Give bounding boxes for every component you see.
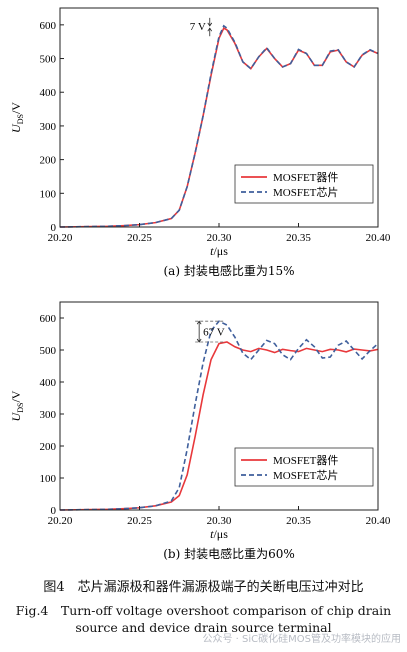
- y-tick-label: 300: [40, 409, 57, 421]
- y-tick-label: 200: [40, 441, 57, 453]
- y-axis-label: UDS/V: [9, 102, 25, 133]
- legend-box: [234, 164, 374, 204]
- figure-caption-en-line2: source and device drain source terminal: [75, 620, 332, 635]
- legend-label-2: MOSFET芯片: [273, 468, 338, 482]
- overshoot-annotation: 67 V: [203, 327, 225, 339]
- legend-label-1: MOSFET器件: [273, 171, 338, 184]
- y-tick-label: 100: [40, 188, 57, 200]
- x-tick-label: 20.35: [286, 232, 311, 244]
- y-tick-label: 500: [40, 345, 57, 357]
- y-tick-label: 500: [40, 54, 57, 66]
- y-axis-label: UDS/V: [9, 390, 25, 421]
- series-line-1: [59, 341, 379, 511]
- legend-label-2: MOSFET芯片: [273, 185, 338, 199]
- x-tick-label: 20.30: [207, 232, 232, 244]
- figure-caption-cn: 图4 芯片漏源极和器件漏源极端子的关断电压过冲对比: [43, 580, 364, 595]
- x-tick-label: 20.40: [366, 515, 391, 527]
- x-tick-label: 20.20: [48, 232, 73, 244]
- x-tick-label: 20.35: [286, 515, 311, 527]
- overshoot-annotation: 7 V: [190, 21, 206, 33]
- y-tick-label: 300: [40, 121, 57, 133]
- y-tick-label: 600: [40, 313, 57, 325]
- legend-label-1: MOSFET器件: [273, 454, 338, 467]
- chart-a: 0 100 200 300 400 500 600 20.20 20.25 20.30 20.35 2…: [9, 7, 391, 278]
- y-tick-label: 0: [51, 222, 57, 234]
- legend-box: [234, 447, 374, 487]
- y-tick-label: 600: [40, 20, 57, 32]
- overshoot-arrowhead-bottom: [196, 338, 202, 343]
- watermark-text: 公众号 · SiC碳化硅MOS管及功率模块的应用: [202, 634, 402, 645]
- x-tick-label: 20.25: [127, 232, 152, 244]
- y-tick-label: 200: [40, 155, 57, 167]
- series-line-2: [59, 24, 379, 228]
- y-tick-label: 400: [40, 377, 57, 389]
- y-tick-label: 0: [51, 505, 57, 517]
- x-tick-label: 20.20: [48, 515, 73, 527]
- x-tick-label: 20.25: [127, 515, 152, 527]
- chart-subtitle: (a) 封装电感比重为15%: [163, 263, 294, 278]
- x-axis-label: t/μs: [210, 244, 228, 258]
- x-tick-label: 20.30: [207, 515, 232, 527]
- overshoot-arrowhead-top: [196, 320, 202, 325]
- y-tick-label: 400: [40, 87, 57, 99]
- x-tick-label: 20.40: [366, 232, 391, 244]
- overshoot-arrowhead-bottom: [207, 27, 213, 32]
- chart-b: 0 100 200 300 400 500 600 20.20 20.25 20.30 20.35 2…: [9, 301, 391, 561]
- chart-subtitle: (b) 封装电感比重为60%: [163, 546, 295, 561]
- overshoot-arrowhead-top: [207, 22, 213, 27]
- y-tick-label: 100: [40, 473, 57, 485]
- series-line-2: [59, 320, 379, 511]
- figure-caption-en-line1: Fig.4 Turn-off voltage overshoot compari…: [15, 603, 392, 618]
- x-axis-label: t/μs: [210, 527, 228, 541]
